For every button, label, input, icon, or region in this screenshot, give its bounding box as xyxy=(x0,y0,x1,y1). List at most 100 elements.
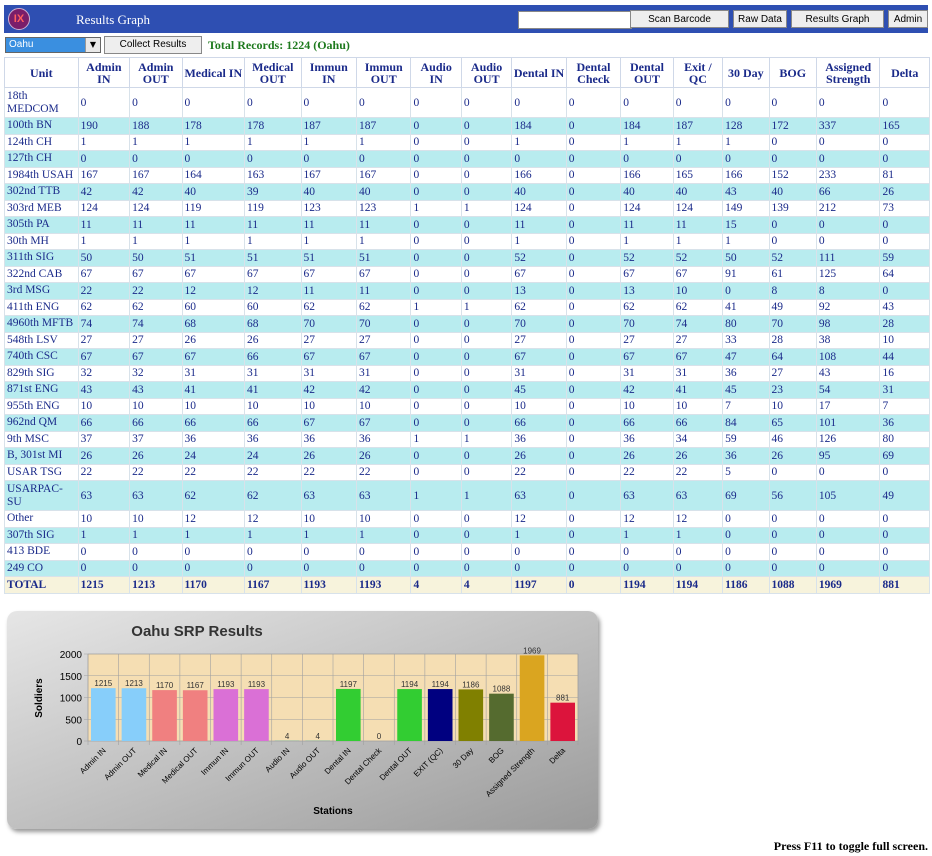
total-value-cell: 4 xyxy=(460,576,513,594)
value-cell: 0 xyxy=(879,543,930,561)
value-cell: 167 xyxy=(300,166,358,184)
table-row: 955th ENG 10 10 10 10 10 10 0 0 10 0 10 10 7 10 17 7 xyxy=(4,397,930,415)
total-value-cell: 1194 xyxy=(620,576,674,594)
value-cell: 26 xyxy=(129,447,183,465)
value-cell: 40 xyxy=(768,183,817,201)
bar-value-label: 1194 xyxy=(432,680,450,689)
value-cell: 31 xyxy=(620,364,674,382)
value-cell: 0 xyxy=(815,87,881,118)
value-cell: 28 xyxy=(768,331,817,349)
value-cell: 0 xyxy=(620,150,674,168)
value-cell: 40 xyxy=(672,183,724,201)
value-cell: 0 xyxy=(181,559,246,577)
value-cell: 66 xyxy=(244,348,302,366)
value-cell: 67 xyxy=(672,348,724,366)
scan-barcode-button[interactable]: Scan Barcode xyxy=(630,10,729,28)
unit-cell: 18th MEDCOM xyxy=(4,87,79,118)
value-cell: 0 xyxy=(565,543,622,561)
table-body: 18th MEDCOM 0 0 0 0 0 0 0 0 0 0 0 0 0 0 0 0 100th BN 190 18… xyxy=(4,87,930,594)
value-cell: 0 xyxy=(244,87,302,118)
value-cell: 31 xyxy=(511,364,567,382)
value-cell: 0 xyxy=(565,166,622,184)
unit-cell: 100th BN xyxy=(4,117,79,135)
value-cell: 10 xyxy=(77,397,131,415)
value-cell: 0 xyxy=(410,397,462,415)
value-cell: 1 xyxy=(460,199,513,217)
table-row: 124th CH 1 1 1 1 1 1 0 0 1 0 1 1 1 0 0 0 xyxy=(4,133,930,151)
value-cell: 26 xyxy=(355,447,412,465)
value-cell: 1 xyxy=(410,430,462,448)
table-row: 307th SIG 1 1 1 1 1 1 0 0 1 0 1 1 0 0 0 0 xyxy=(4,526,930,544)
value-cell: 26 xyxy=(879,183,930,201)
results-table: Unit Admin IN Admin OUT Medical IN Medical O… xyxy=(4,57,930,594)
value-cell: 36 xyxy=(244,430,302,448)
value-cell: 0 xyxy=(511,543,567,561)
value-cell: 0 xyxy=(410,414,462,432)
value-cell: 0 xyxy=(565,315,622,333)
value-cell: 11 xyxy=(672,216,724,234)
value-cell: 0 xyxy=(460,265,513,283)
value-cell: 128 xyxy=(722,117,770,135)
unit-cell: 307th SIG xyxy=(4,526,79,544)
raw-data-button[interactable]: Raw Data xyxy=(733,10,787,28)
value-cell: 27 xyxy=(768,364,817,382)
value-cell: 32 xyxy=(77,364,131,382)
value-cell: 0 xyxy=(879,510,930,528)
value-cell: 27 xyxy=(620,331,674,349)
chevron-down-icon[interactable]: ▼ xyxy=(85,38,100,52)
value-cell: 0 xyxy=(410,463,462,481)
location-select[interactable]: Oahu ▼ xyxy=(5,37,101,53)
value-cell: 0 xyxy=(410,364,462,382)
total-value-cell: 1167 xyxy=(244,576,302,594)
value-cell: 52 xyxy=(768,249,817,267)
unit-cell: 411th ENG xyxy=(4,298,79,316)
value-cell: 0 xyxy=(565,87,622,118)
value-cell: 62 xyxy=(77,298,131,316)
value-cell: 0 xyxy=(815,133,881,151)
value-cell: 8 xyxy=(768,282,817,300)
value-cell: 0 xyxy=(815,150,881,168)
value-cell: 0 xyxy=(460,216,513,234)
value-cell: 67 xyxy=(300,265,358,283)
x-tick-label: Audio IN xyxy=(263,746,291,774)
value-cell: 70 xyxy=(511,315,567,333)
value-cell: 0 xyxy=(565,216,622,234)
value-cell: 1 xyxy=(181,133,246,151)
value-cell: 167 xyxy=(129,166,183,184)
value-cell: 70 xyxy=(300,315,358,333)
admin-button[interactable]: Admin xyxy=(888,10,928,28)
value-cell: 43 xyxy=(722,183,770,201)
results-graph-button[interactable]: Results Graph xyxy=(791,10,884,28)
value-cell: 31 xyxy=(181,364,246,382)
value-cell: 5 xyxy=(722,463,770,481)
value-cell: 24 xyxy=(181,447,246,465)
value-cell: 0 xyxy=(410,87,462,118)
value-cell: 67 xyxy=(77,348,131,366)
value-cell: 63 xyxy=(129,480,183,511)
value-cell: 22 xyxy=(620,463,674,481)
value-cell: 11 xyxy=(300,282,358,300)
value-cell: 1 xyxy=(460,430,513,448)
barcode-input[interactable] xyxy=(518,11,632,29)
unit-cell: 127th CH xyxy=(4,150,79,168)
value-cell: 0 xyxy=(460,183,513,201)
total-records-label: Total Records: 1224 (Oahu) xyxy=(208,38,350,52)
value-cell: 0 xyxy=(244,559,302,577)
app-logo: IX xyxy=(8,8,30,30)
collect-results-button[interactable]: Collect Results xyxy=(104,36,202,54)
unit-cell: USAR TSG xyxy=(4,463,79,481)
value-cell: 0 xyxy=(460,282,513,300)
value-cell: 0 xyxy=(410,510,462,528)
value-cell: 69 xyxy=(722,480,770,511)
value-cell: 11 xyxy=(77,216,131,234)
value-cell: 67 xyxy=(355,348,412,366)
table-row: 413 BDE 0 0 0 0 0 0 0 0 0 0 0 0 0 0 0 0 xyxy=(4,543,930,561)
unit-cell: 9th MSC xyxy=(4,430,79,448)
value-cell: 74 xyxy=(672,315,724,333)
value-cell: 62 xyxy=(355,298,412,316)
value-cell: 163 xyxy=(244,166,302,184)
value-cell: 0 xyxy=(181,150,246,168)
column-header: Admin IN xyxy=(77,57,131,88)
value-cell: 92 xyxy=(815,298,881,316)
value-cell: 62 xyxy=(300,298,358,316)
